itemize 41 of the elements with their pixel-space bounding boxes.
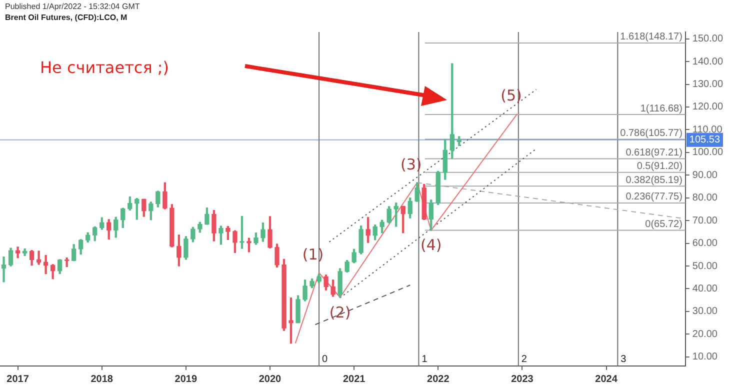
ref-line-label: 0(65.72) (645, 219, 682, 230)
y-tick-label: 70.00 (692, 215, 718, 226)
ref-line-label: 105.53 (689, 134, 720, 146)
ref-line-label: 0.618(97.21) (626, 148, 682, 159)
x-tick-label: 2020 (258, 374, 282, 385)
ref-line-label: 1 (422, 354, 428, 365)
ref-line-label: 1.618(148.17) (620, 32, 682, 43)
ref-line-label: 2 (521, 354, 528, 365)
chart-subtitle: Brent Oil Futures, (CFD):LCO, M (5, 13, 128, 22)
x-tick-label: 2023 (511, 374, 534, 385)
chart-title: Published 1/Apr/2022 - 15:32:04 GMT (5, 2, 140, 11)
x-tick-label: 2024 (595, 374, 618, 385)
ref-line-label: 3 (620, 354, 627, 365)
y-tick-label: 100.00 (692, 147, 724, 158)
ref-line-label: 0.5(91.20) (636, 161, 682, 172)
y-tick-label: 50.00 (692, 260, 718, 272)
x-tick-label: 2017 (6, 374, 30, 385)
y-tick-label: 120.00 (692, 102, 724, 113)
y-tick-label: 150.00 (692, 34, 724, 45)
y-tick-label: 40.00 (692, 284, 718, 294)
y-tick-label: 80.00 (692, 192, 718, 204)
y-tick-label: 90.00 (692, 170, 718, 181)
annotation: (4) (420, 236, 442, 254)
ref-line-label: 0.786(105.77) (620, 128, 682, 140)
y-tick-label: 140.00 (692, 56, 724, 68)
ref-line-label: 0.382(85.19) (626, 174, 682, 186)
y-tick-label: 20.00 (692, 328, 718, 340)
y-tick-label: 110.00 (692, 124, 723, 136)
annotation: (2) (329, 303, 351, 322)
x-tick-label: 2018 (90, 374, 114, 385)
ref-line-label: 1(116.68) (640, 103, 682, 114)
x-tick-label: 2019 (174, 374, 198, 385)
x-tick-label: 2021 (342, 374, 366, 385)
ref-line-label: 0 (322, 354, 328, 365)
annotation: Не считается ;) (40, 58, 170, 77)
y-tick-label: 30.00 (692, 306, 718, 318)
x-tick-label: 2022 (427, 374, 450, 385)
y-tick-label: 130.00 (692, 79, 724, 90)
y-tick-label: 60.00 (692, 238, 718, 250)
ref-line-label: 0.236(77.75) (626, 192, 682, 203)
y-tick-label: 10.00 (692, 352, 718, 363)
